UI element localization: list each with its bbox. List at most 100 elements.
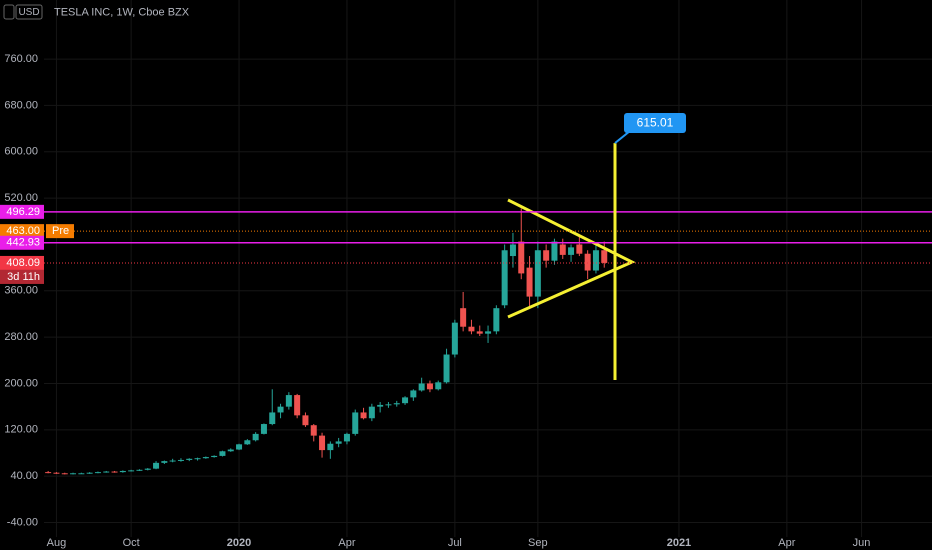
candle-body (543, 250, 550, 261)
candle-body (103, 471, 110, 473)
candle-body (111, 471, 118, 473)
candle-body (360, 412, 367, 419)
candle-body (45, 472, 52, 474)
candle-body (70, 473, 77, 475)
candle-body (310, 425, 317, 436)
candle-body (451, 322, 458, 355)
candle-body (468, 326, 475, 332)
candle-body (277, 406, 284, 413)
price-label-bg (0, 204, 44, 219)
axis-labels: -40.00 40.00 120.00 200.00 280.00 360.00 520.0… (0, 53, 870, 549)
candle-body (385, 404, 392, 406)
x-tick-label: Apr (338, 537, 355, 549)
candle-body (476, 331, 483, 334)
currency-box[interactable] (15, 4, 43, 20)
candle-body (294, 395, 301, 416)
price-tag-bg (46, 224, 74, 239)
candle-body (186, 458, 193, 460)
candle-body (576, 244, 583, 254)
candle-body (161, 461, 168, 463)
candle-body (435, 382, 442, 390)
candles (45, 208, 608, 475)
candle-body (402, 397, 409, 404)
candle-body (194, 458, 201, 460)
overlays: 615.01 (44, 113, 932, 380)
candle-body (568, 247, 575, 255)
y-tick-label: 600.00 (4, 146, 38, 158)
y-tick-label: 280.00 (4, 331, 38, 343)
candle-body (343, 433, 350, 442)
candle-body (153, 462, 160, 469)
candle-body (368, 406, 375, 419)
candle-body (509, 244, 516, 257)
y-tick-label: 120.00 (4, 424, 38, 436)
candle-body (485, 331, 492, 334)
candle-body (61, 473, 68, 475)
candle-body (86, 472, 93, 474)
y-tick-label: 40.00 (10, 470, 38, 482)
candle-body (526, 267, 533, 297)
candle-body (169, 460, 176, 462)
countdown-bg (0, 269, 44, 284)
candle-body (202, 457, 209, 459)
price-label: 408.09 (6, 257, 40, 269)
candle-body (136, 469, 143, 471)
x-tick-label: Oct (123, 537, 140, 549)
candle-body (501, 250, 508, 306)
candle-body (352, 412, 359, 434)
candle-body (94, 472, 101, 474)
candle-body (219, 451, 226, 456)
candle-body (418, 383, 425, 391)
x-tick-label: Jun (853, 537, 871, 549)
candle-body (426, 383, 433, 390)
candle-body (211, 455, 218, 458)
candle-body (285, 395, 292, 407)
y-tick-label: 680.00 (4, 99, 38, 111)
candle-body (302, 415, 309, 426)
candle-body (260, 424, 267, 434)
x-tick-label: 2020 (227, 537, 251, 549)
callout-bg (624, 113, 686, 133)
candle-body (78, 473, 85, 475)
candle-body (244, 440, 251, 445)
y-tick-label: 520.00 (4, 192, 38, 204)
candle-body (393, 403, 400, 405)
candle-body (335, 441, 342, 444)
price-label-bg (0, 235, 44, 250)
x-tick-label: Jul (448, 537, 462, 549)
triangle-pattern (507, 198, 636, 319)
candle-body (269, 412, 276, 425)
candle-body (534, 250, 541, 297)
candle-body (327, 443, 334, 451)
candle-body (53, 472, 60, 474)
y-tick-label: 200.00 (4, 377, 38, 389)
candle-body (227, 449, 234, 452)
candle-body (592, 250, 599, 271)
countdown: 3d 11h (7, 271, 40, 283)
candle-body (443, 354, 450, 383)
candle-body (377, 404, 384, 407)
currency: USD (18, 7, 39, 18)
x-tick-label: Sep (528, 537, 548, 549)
price-label-bg (0, 255, 44, 270)
candle-body (460, 308, 467, 327)
price-tag: Pre (52, 225, 69, 237)
candle-body (144, 468, 151, 470)
candle-body (252, 433, 259, 441)
candle-body (601, 250, 608, 263)
chart-title: TESLA INC, 1W, Cboe BZX (54, 6, 190, 18)
candle-body (177, 459, 184, 461)
currency-icon (3, 4, 15, 20)
candle-body (584, 253, 591, 271)
candle-body (551, 241, 558, 261)
price-label: 442.93 (6, 237, 40, 249)
grid (44, 0, 932, 537)
price-label-bg (0, 224, 44, 239)
candle-body (128, 470, 135, 472)
y-tick-label: 760.00 (4, 53, 38, 65)
candle-body (559, 244, 566, 255)
candle-body (119, 470, 126, 473)
candle-body (410, 390, 417, 398)
x-tick-label: Apr (778, 537, 795, 549)
